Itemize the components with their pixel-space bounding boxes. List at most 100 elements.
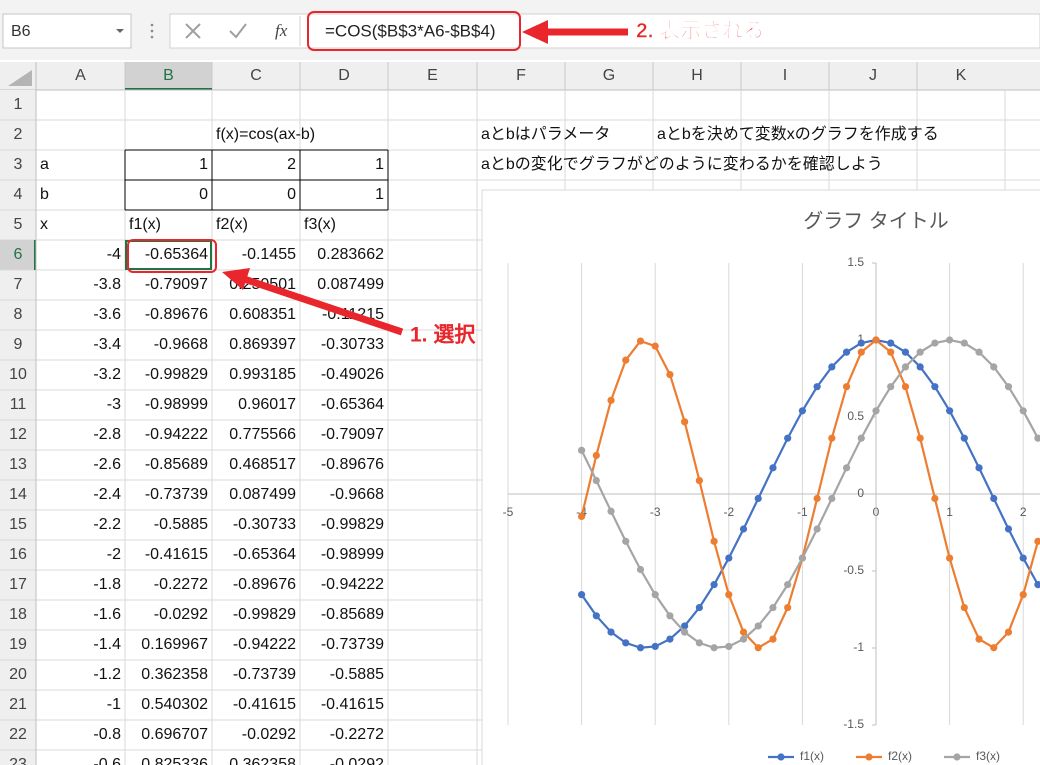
- row-header: 16: [9, 546, 27, 563]
- data-point: [872, 336, 880, 344]
- data-point: [990, 494, 998, 503]
- cell-text: -2.8: [93, 426, 121, 443]
- cell-text: -3.8: [93, 276, 121, 293]
- cell-text: aとbはパラメータ: [481, 125, 610, 143]
- x-tick-label: -3: [650, 505, 661, 519]
- cell-text: b: [40, 186, 49, 203]
- row-header: 21: [9, 696, 27, 713]
- data-point: [842, 383, 851, 391]
- data-point: [857, 434, 865, 442]
- data-point: [872, 407, 880, 415]
- data-point: [887, 383, 895, 391]
- column-header: F: [516, 67, 526, 84]
- data-point: [592, 451, 600, 460]
- cell-text: -0.0292: [154, 606, 208, 623]
- cell-text: 2: [287, 156, 296, 173]
- name-box-text: B6: [11, 23, 31, 40]
- x-tick-label: 1: [946, 505, 953, 519]
- data-point: [946, 407, 954, 415]
- cell-text: -0.2272: [154, 576, 208, 593]
- cell-text: -1.6: [93, 606, 121, 623]
- data-point: [1004, 383, 1013, 391]
- column-header: C: [250, 67, 262, 84]
- cell-text: -0.9668: [154, 336, 208, 353]
- x-tick-label: -2: [723, 505, 734, 519]
- column-header-selected: [125, 62, 212, 90]
- cell-text: -3.2: [93, 366, 121, 383]
- cell-text: -0.73739: [233, 666, 296, 683]
- cell-text: 0.869397: [229, 336, 296, 353]
- data-point: [622, 356, 630, 364]
- cell-text: 0.087499: [229, 486, 296, 503]
- data-point: [695, 476, 703, 485]
- data-point: [607, 396, 615, 404]
- cell-text: -2: [107, 546, 121, 563]
- row-header: 6: [14, 246, 23, 263]
- data-point: [607, 507, 615, 515]
- data-point: [725, 642, 733, 651]
- annotations: 2. 表示される 1. 選択: [127, 11, 765, 347]
- data-point: [1019, 554, 1027, 562]
- cell-text: -0.73739: [321, 636, 384, 653]
- separator-dots: [150, 23, 154, 39]
- data-point: [901, 363, 910, 371]
- cell-text: -2.4: [93, 486, 121, 503]
- legend-label: f2(x): [888, 749, 912, 763]
- cell-text: 0.362358: [141, 666, 208, 683]
- formula-text[interactable]: =COS($B$3*A6-$B$4): [325, 21, 496, 40]
- cell-text: -0.89676: [145, 306, 208, 323]
- row-header: 18: [9, 606, 27, 623]
- cell-text: -3: [107, 396, 121, 413]
- column-header: A: [75, 67, 86, 84]
- data-point: [916, 348, 924, 356]
- cell-text: -0.9668: [330, 486, 384, 503]
- cell-text: -0.0292: [330, 756, 384, 765]
- column-header: K: [956, 67, 967, 84]
- data-point: [681, 628, 689, 636]
- cell-text: 0.468517: [229, 456, 296, 473]
- cell-text: -0.94222: [321, 576, 384, 593]
- series-line: [580, 338, 1039, 650]
- row-header: 17: [9, 576, 27, 593]
- data-point: [813, 383, 821, 391]
- data-point: [798, 407, 807, 415]
- data-point: [607, 628, 615, 636]
- y-tick-label: 0: [857, 486, 864, 500]
- data-point: [666, 635, 674, 643]
- cell-text: 0.087499: [317, 276, 384, 293]
- column-header: B: [163, 67, 174, 84]
- x-tick-label: -1: [797, 505, 808, 519]
- enter-icon[interactable]: [229, 23, 247, 39]
- cell-text: 0.993185: [229, 366, 296, 383]
- data-point: [1019, 407, 1027, 415]
- data-point: [946, 554, 954, 562]
- insert-function-icon[interactable]: fx: [275, 21, 288, 40]
- data-point: [754, 644, 762, 652]
- name-box-dropdown[interactable]: [116, 29, 124, 33]
- data-point: [622, 537, 630, 545]
- row-header: 11: [10, 396, 27, 413]
- data-point: [990, 644, 998, 652]
- data-point: [960, 603, 968, 612]
- data-point: [960, 339, 968, 347]
- name-box[interactable]: [2, 13, 132, 49]
- cell-text: 1: [375, 156, 384, 173]
- cell-text: -0.5885: [154, 516, 208, 533]
- data-point: [887, 339, 895, 347]
- row-header: 1: [14, 96, 23, 113]
- row-header: 8: [14, 306, 23, 323]
- cancel-icon[interactable]: [185, 23, 201, 39]
- cell-text: -0.5885: [330, 666, 384, 683]
- row-header: 23: [9, 756, 27, 765]
- data-point: [636, 565, 645, 574]
- data-point: [636, 337, 645, 345]
- cell-text: f(x)=cos(ax-b): [216, 126, 315, 143]
- cell-text: -0.98999: [145, 396, 208, 413]
- data-point: [710, 644, 718, 652]
- cell-text: -0.2272: [330, 726, 384, 743]
- cell-text: -2.6: [93, 456, 121, 473]
- data-point: [622, 639, 630, 647]
- data-point: [754, 494, 762, 503]
- x-tick-label: 2: [1020, 505, 1027, 519]
- cell-text: -0.41615: [321, 696, 384, 713]
